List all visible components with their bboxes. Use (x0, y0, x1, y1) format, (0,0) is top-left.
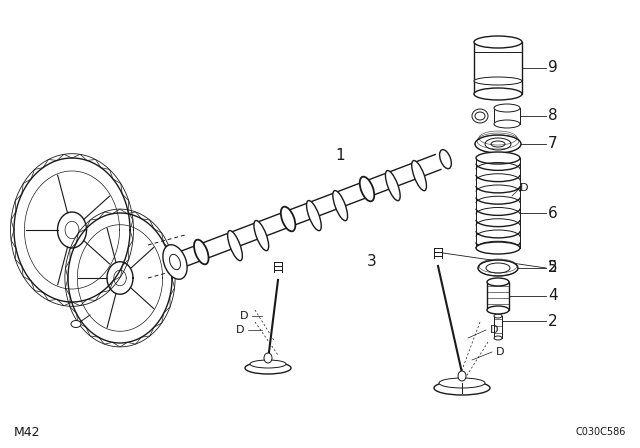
Ellipse shape (307, 201, 321, 231)
Ellipse shape (245, 362, 291, 374)
Text: D: D (496, 347, 504, 357)
Text: M42: M42 (14, 426, 40, 439)
Text: C030C586: C030C586 (575, 427, 626, 437)
Ellipse shape (474, 88, 522, 100)
Text: 5: 5 (548, 260, 557, 276)
Text: 3: 3 (367, 254, 377, 270)
Bar (487, 282, 509, 310)
Text: 7: 7 (548, 137, 557, 151)
Ellipse shape (254, 220, 269, 251)
Ellipse shape (333, 190, 348, 221)
Ellipse shape (491, 141, 505, 147)
Ellipse shape (486, 263, 510, 273)
Bar (494, 108, 520, 124)
Ellipse shape (487, 278, 509, 286)
Ellipse shape (494, 336, 502, 340)
Ellipse shape (476, 242, 520, 254)
Ellipse shape (494, 120, 520, 128)
Ellipse shape (485, 138, 511, 150)
Ellipse shape (475, 135, 521, 153)
Ellipse shape (281, 207, 295, 231)
Text: D: D (520, 183, 528, 193)
Ellipse shape (494, 314, 502, 318)
Ellipse shape (440, 150, 451, 168)
Ellipse shape (476, 152, 520, 164)
Text: 8: 8 (548, 108, 557, 124)
Ellipse shape (163, 245, 187, 279)
Ellipse shape (385, 171, 400, 201)
Text: 2: 2 (548, 260, 557, 276)
Ellipse shape (71, 320, 81, 327)
Ellipse shape (487, 306, 509, 314)
Text: D: D (490, 325, 499, 335)
Ellipse shape (478, 260, 518, 276)
Ellipse shape (250, 360, 286, 368)
Ellipse shape (264, 353, 272, 363)
Text: 2: 2 (548, 314, 557, 328)
Ellipse shape (228, 231, 243, 261)
Ellipse shape (472, 109, 488, 123)
Ellipse shape (475, 112, 485, 120)
Ellipse shape (474, 77, 522, 85)
Text: 9: 9 (548, 60, 557, 76)
Ellipse shape (474, 36, 522, 48)
Ellipse shape (494, 104, 520, 112)
Bar (474, 42, 522, 94)
Ellipse shape (458, 371, 466, 381)
Ellipse shape (360, 177, 374, 201)
Ellipse shape (170, 254, 180, 270)
Text: 4: 4 (548, 289, 557, 303)
Text: D: D (240, 311, 248, 321)
Text: 6: 6 (548, 206, 557, 220)
Ellipse shape (194, 240, 209, 264)
Text: 1: 1 (335, 147, 345, 163)
Ellipse shape (412, 160, 426, 191)
Ellipse shape (439, 378, 485, 388)
Ellipse shape (434, 381, 490, 395)
Text: D: D (236, 325, 244, 335)
